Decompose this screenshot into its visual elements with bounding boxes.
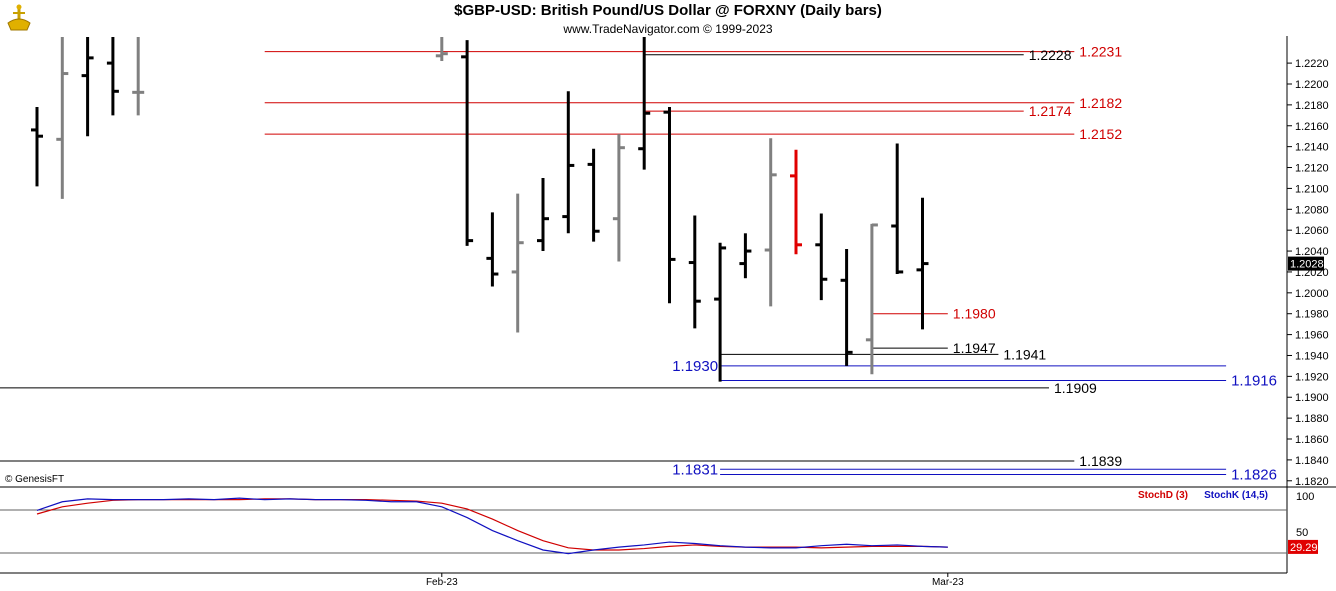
ohlc-bar xyxy=(435,37,448,62)
price-axis-tick-label: 1.2160 xyxy=(1295,121,1329,133)
ohlc-bar xyxy=(562,91,575,234)
ohlc-bar xyxy=(891,143,904,275)
levels-layer: 1.2231 1.2228 1.2182 1.2174 1.2152 1.1980 1.19… xyxy=(0,44,1277,484)
price-axis: 1.2220 1.2200 1.2180 1.2160 1.2140 1.2120 1.21… xyxy=(1287,58,1329,488)
chart-title: $GBP-USD: British Pound/US Dollar @ FORX… xyxy=(454,2,882,19)
ohlc-bar xyxy=(865,223,878,375)
price-axis-tick-label: 1.1900 xyxy=(1295,392,1329,404)
legend-stoch-d: StochD (3) xyxy=(1138,490,1188,501)
ohlc-bars xyxy=(31,37,929,382)
level-label: 1.1980 xyxy=(953,306,996,322)
level-label: 1.1831 xyxy=(672,461,718,478)
ohlc-bar xyxy=(31,106,43,187)
time-axis: Feb-23 Mar-23 xyxy=(426,573,964,588)
stoch-last-value-marker xyxy=(1288,539,1318,554)
level-label: 1.1916 xyxy=(1231,373,1277,390)
price-axis-tick-label: 1.2000 xyxy=(1295,288,1329,300)
ohlc-bar xyxy=(81,37,94,137)
time-axis-label: Feb-23 xyxy=(426,577,458,588)
stoch-series-line xyxy=(36,497,948,555)
level-label: 1.1930 xyxy=(672,358,718,375)
chart-subtitle: www.TradeNavigator.com © 1999-2023 xyxy=(563,22,773,36)
price-axis-tick-label: 1.1840 xyxy=(1295,455,1329,467)
level-label: 1.2174 xyxy=(1029,103,1072,119)
ohlc-bar xyxy=(840,248,853,366)
ohlc-bar xyxy=(56,37,69,199)
price-axis-tick-label: 1.1920 xyxy=(1295,371,1329,383)
ohlc-bar xyxy=(764,138,777,307)
price-axis-tick-label: 1.1860 xyxy=(1295,434,1329,446)
ohlc-bar xyxy=(461,40,474,246)
stochastic-panel: 100 50 StochD (3) StochK (14,5) 29.29 xyxy=(36,490,1318,555)
price-axis-tick-label: 1.2080 xyxy=(1295,204,1329,216)
ohlc-bar xyxy=(714,242,727,382)
price-axis-tick-label: 1.2220 xyxy=(1295,58,1329,70)
last-price-label: 1.2028 xyxy=(1290,259,1324,271)
price-axis-tick-label: 1.2100 xyxy=(1295,183,1329,195)
ohlc-bar xyxy=(916,197,929,330)
price-axis-tick-label: 1.2060 xyxy=(1295,225,1329,237)
price-axis-tick-label: 1.2040 xyxy=(1295,246,1329,258)
ohlc-bar xyxy=(739,233,752,279)
ohlc-bar xyxy=(688,215,701,329)
ohlc-bar xyxy=(537,177,549,252)
level-label: 1.1947 xyxy=(953,340,996,356)
stoch-last-value-label: 29.29 xyxy=(1290,542,1318,554)
price-axis-tick-label: 1.2120 xyxy=(1295,163,1329,175)
ohlc-bar xyxy=(132,37,145,116)
level-label: 1.1839 xyxy=(1079,453,1122,469)
ohlc-bar xyxy=(511,193,524,333)
ohlc-bar xyxy=(587,148,600,242)
ohlc-bar xyxy=(106,37,119,116)
level-label: 1.1826 xyxy=(1231,467,1277,484)
last-price-marker xyxy=(1288,256,1324,271)
price-axis-tick-label: 1.1880 xyxy=(1295,413,1329,425)
ohlc-bar xyxy=(663,106,676,304)
level-label: 1.2182 xyxy=(1079,95,1122,111)
legend-stoch-k: StochK (14,5) xyxy=(1204,490,1268,501)
ohlc-bar xyxy=(612,134,625,262)
ohlc-bar xyxy=(815,213,828,301)
price-axis-tick-label: 1.2180 xyxy=(1295,100,1329,112)
copyright-text: © GenesisFT xyxy=(5,474,65,485)
trade-navigator-logo-icon xyxy=(7,4,31,31)
stoch-axis-tick-label: 50 xyxy=(1296,527,1308,539)
price-axis-tick-label: 1.1960 xyxy=(1295,330,1329,342)
price-axis-tick-label: 1.1940 xyxy=(1295,350,1329,362)
stoch-axis-tick-label: 100 xyxy=(1296,491,1314,503)
level-label: 1.2152 xyxy=(1079,126,1122,142)
level-label: 1.2231 xyxy=(1079,44,1122,60)
price-axis-tick-label: 1.1980 xyxy=(1295,309,1329,321)
ohlc-bar xyxy=(486,212,499,287)
level-label: 1.1909 xyxy=(1054,380,1097,396)
price-axis-tick-label: 1.2200 xyxy=(1295,79,1329,91)
level-label: 1.2228 xyxy=(1029,47,1072,63)
stoch-series-line xyxy=(36,498,948,551)
level-label: 1.1941 xyxy=(1003,346,1046,362)
ohlc-bar xyxy=(790,149,802,255)
price-axis-tick-label: 1.1820 xyxy=(1295,476,1329,488)
ohlc-bar xyxy=(638,37,651,170)
price-axis-tick-label: 1.2140 xyxy=(1295,142,1329,154)
time-axis-label: Mar-23 xyxy=(932,577,964,588)
